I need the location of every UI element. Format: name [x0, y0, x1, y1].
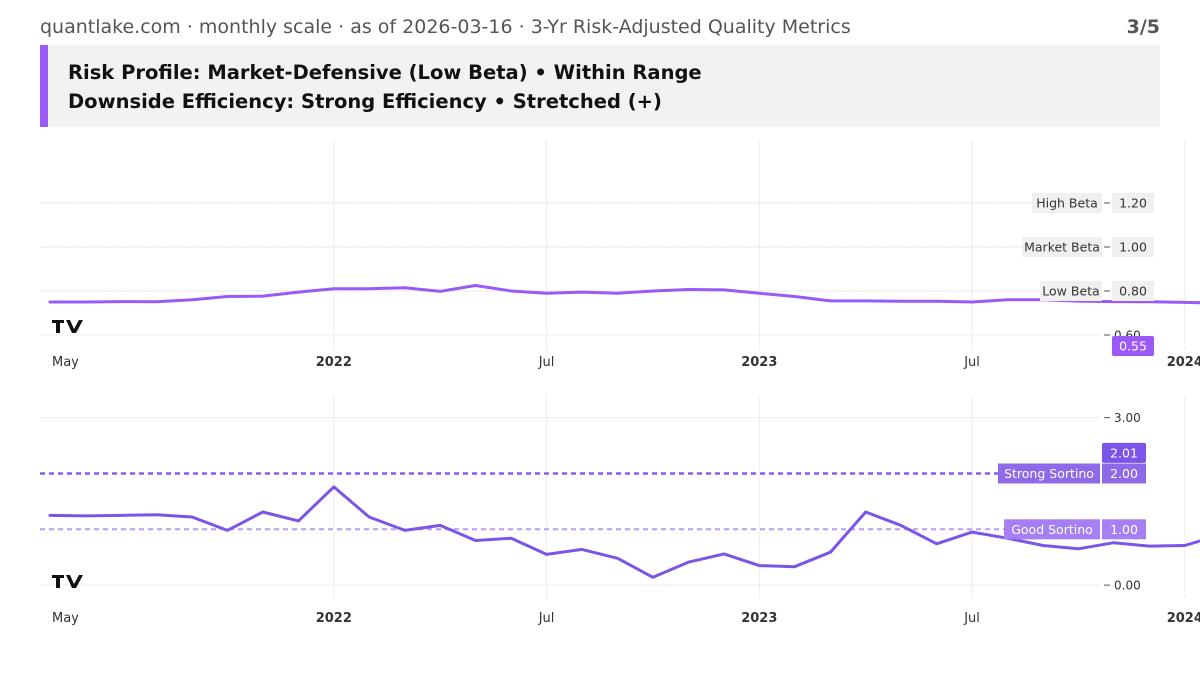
reference-value-bg — [1112, 193, 1154, 213]
reference-label-bg — [1032, 193, 1102, 213]
reference-label-bg — [1022, 237, 1102, 257]
reference-value-label: 0.80 — [1119, 284, 1147, 299]
x-tick-label: 2023 — [741, 355, 777, 370]
reference-value-bg — [1102, 463, 1146, 484]
reference-label-bg — [1004, 519, 1100, 540]
x-tick-label: May — [52, 611, 79, 626]
reference-value-label: 1.00 — [1119, 240, 1147, 255]
downside-efficiency-summary: Downside Efficiency: Strong Efficiency •… — [68, 90, 662, 113]
x-tick-label: May — [52, 355, 79, 370]
logo-shape — [52, 575, 83, 588]
last-value-label: 2.01 — [1110, 445, 1138, 460]
logo-shape — [52, 320, 83, 333]
x-tick-label: Jul — [538, 611, 555, 626]
reference-label: Strong Sortino — [1004, 466, 1094, 481]
reference-value-label: 1.20 — [1119, 196, 1147, 211]
x-tick-label: 2023 — [741, 611, 777, 626]
last-value-badge — [1112, 336, 1154, 356]
x-tick-label: 2024 — [1167, 611, 1200, 626]
last-value-label: 0.55 — [1119, 339, 1147, 354]
sortino-series-line — [48, 485, 1200, 579]
x-tick-label: 2022 — [316, 611, 352, 626]
x-tick-label: 2022 — [316, 355, 352, 370]
risk-profile-summary: Risk Profile: Market-Defensive (Low Beta… — [68, 61, 702, 84]
summary-banner: Risk Profile: Market-Defensive (Low Beta… — [40, 45, 1160, 127]
reference-label-bg — [1040, 281, 1102, 301]
reference-value-label: 1.00 — [1110, 522, 1138, 537]
reference-label: High Beta — [1036, 196, 1098, 211]
header-line: quantlake.com · monthly scale · as of 20… — [40, 16, 851, 38]
reference-value-label: 2.00 — [1110, 466, 1138, 481]
x-tick-label: Jul — [963, 611, 980, 626]
reference-value-bg — [1112, 237, 1154, 257]
y-tick-label: 0.00 — [1114, 579, 1141, 593]
reference-label: Market Beta — [1024, 240, 1100, 255]
x-tick-label: Jul — [538, 355, 555, 370]
chart-logo-icon — [52, 320, 83, 333]
reference-label: Good Sortino — [1011, 522, 1093, 537]
reference-label: Low Beta — [1042, 284, 1099, 299]
x-tick-label: Jul — [963, 355, 980, 370]
last-value-badge — [1102, 442, 1146, 463]
y-tick-label: 3.00 — [1114, 411, 1141, 425]
page-indicator: 3/5 — [1126, 16, 1160, 38]
chart-logo-icon — [52, 575, 83, 588]
reference-label-bg — [998, 463, 1100, 484]
beta-series-line — [48, 284, 1200, 305]
reference-value-bg — [1102, 519, 1146, 540]
x-tick-label: 2024 — [1167, 355, 1200, 370]
reference-value-bg — [1112, 281, 1154, 301]
